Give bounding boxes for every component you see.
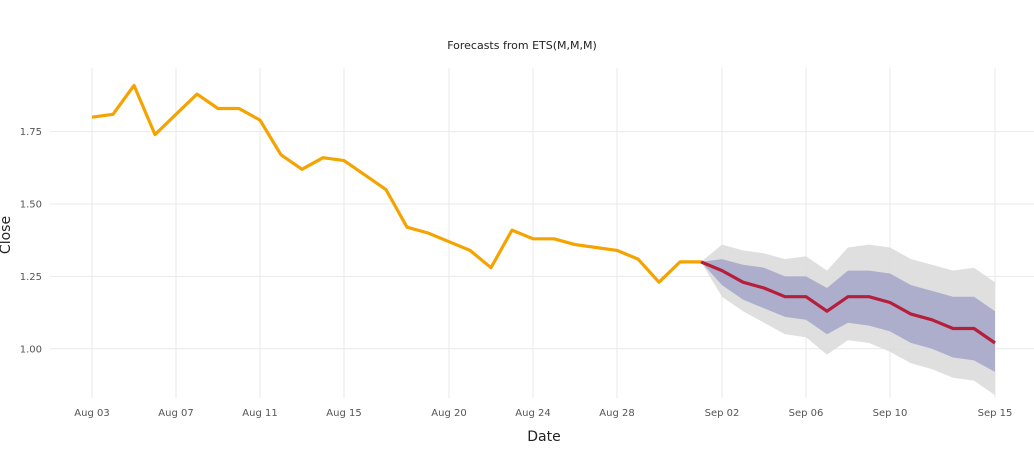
x-tick-label: Aug 11 <box>242 408 277 419</box>
y-tick-label: 1.25 <box>20 272 42 283</box>
line-layer <box>91 83 996 345</box>
x-tick-label: Aug 03 <box>74 408 109 419</box>
y-tick-label: 1.75 <box>20 127 42 138</box>
x-axis-title: Date <box>527 429 560 445</box>
x-tick-label: Sep 02 <box>705 408 740 419</box>
y-axis-title: Close <box>0 216 14 254</box>
prediction-interval-80-band <box>701 259 995 372</box>
x-tick-label: Sep 06 <box>789 408 824 419</box>
x-tick-label: Sep 10 <box>873 408 908 419</box>
x-tick-label: Aug 24 <box>515 408 550 419</box>
y-tick-label: 1.50 <box>20 200 42 211</box>
chart-title: Forecasts from ETS(M,M,M) <box>447 39 597 52</box>
band-layer <box>701 244 995 396</box>
x-tick-label: Sep 15 <box>978 408 1013 419</box>
x-tick-label: Aug 20 <box>431 408 466 419</box>
forecast-series-line <box>700 260 996 345</box>
tick-layer: Aug 03 Aug 07 Aug 11 Aug 15 Aug 20 Aug 24 Aug … <box>20 127 1013 419</box>
x-tick-label: Aug 15 <box>326 408 361 419</box>
x-tick-label: Aug 07 <box>158 408 193 419</box>
x-tick-label: Aug 28 <box>599 408 634 419</box>
history-series-line <box>91 83 701 284</box>
y-tick-label: 1.00 <box>20 344 42 355</box>
